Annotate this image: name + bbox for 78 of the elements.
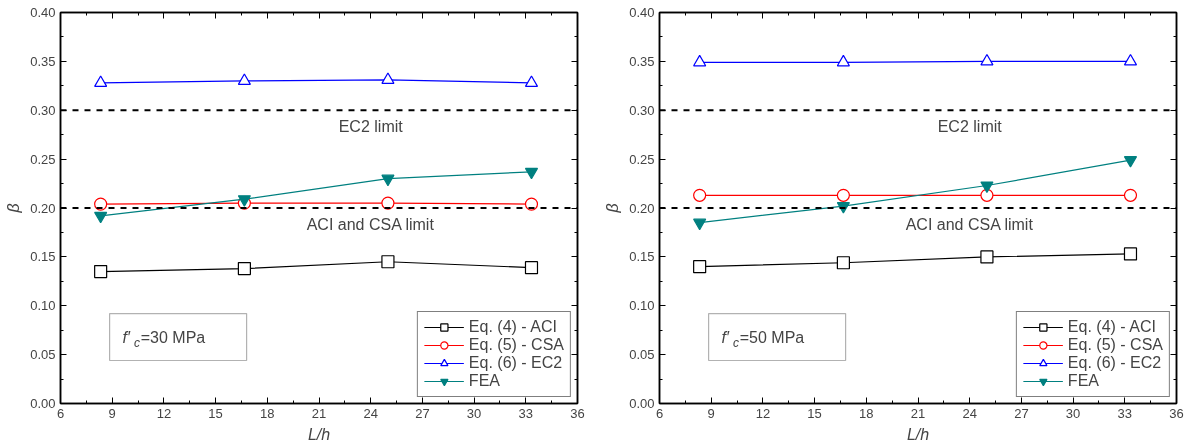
- legend-label: FEA: [1067, 372, 1099, 390]
- point: [237, 262, 251, 276]
- point: [94, 75, 108, 87]
- legend-label: Eq. (5) - CSA: [1067, 336, 1163, 354]
- x-tick-label: 30: [466, 405, 482, 421]
- point: [381, 196, 395, 210]
- legend-label: FEA: [468, 372, 500, 390]
- y-tick-label: 0.00: [629, 396, 655, 411]
- y-axis-title: β: [604, 203, 622, 214]
- x-axis-title: L/h: [307, 425, 331, 443]
- point: [836, 54, 850, 67]
- ref-line-label: ACI and CSA limit: [306, 216, 435, 233]
- y-tick-label: 0.25: [629, 151, 655, 167]
- x-axis-title: L/h: [906, 425, 930, 443]
- y-tick-label: 0.10: [629, 298, 655, 314]
- y-tick-label: 0.10: [30, 298, 56, 314]
- legend-label: Eq. (6) - EC2: [468, 354, 563, 372]
- point: [836, 256, 850, 270]
- x-tick-label: 27: [415, 405, 430, 421]
- point: [980, 250, 994, 264]
- ref-line-label: EC2 limit: [937, 118, 1003, 136]
- point: [980, 53, 994, 66]
- point: [237, 73, 251, 85]
- x-tick-label: 18: [260, 405, 275, 421]
- y-tick-label: 0.15: [30, 249, 56, 265]
- x-tick-label: 18: [859, 405, 874, 421]
- x-tick-label: 36: [1169, 405, 1184, 421]
- y-tick-label: 0.20: [30, 200, 56, 216]
- x-tick-label: 24: [363, 405, 378, 421]
- ref-line-label: EC2 limit: [338, 118, 404, 136]
- y-tick-label: 0.15: [629, 249, 655, 265]
- x-tick-label: 24: [962, 405, 977, 421]
- y-tick-label: 0.35: [30, 53, 56, 69]
- x-tick-label: 9: [108, 405, 116, 421]
- x-tick-label: 15: [807, 405, 822, 421]
- ref-line-label: ACI and CSA limit: [905, 216, 1034, 233]
- y-tick-label: 0.40: [629, 5, 655, 20]
- x-tick-label: 21: [910, 405, 926, 421]
- point: [94, 264, 108, 279]
- x-tick-label: 33: [518, 405, 534, 421]
- x-tick-label: 12: [156, 405, 172, 421]
- point: [1123, 53, 1138, 66]
- x-tick-label: 21: [311, 405, 327, 421]
- y-tick-label: 0.20: [629, 200, 655, 216]
- point: [381, 255, 395, 269]
- legend-label: Eq. (4) - ACI: [1067, 318, 1156, 336]
- legend-label: Eq. (5) - CSA: [468, 336, 564, 354]
- x-tick-label: 6: [655, 405, 664, 421]
- y-tick-label: 0.05: [629, 347, 655, 363]
- point: [693, 188, 707, 202]
- x-tick-label: 30: [1065, 405, 1081, 421]
- point: [94, 211, 108, 224]
- x-tick-label: 36: [570, 405, 585, 421]
- legend-label: Eq. (4) - ACI: [468, 318, 557, 336]
- x-tick-label: 15: [208, 405, 223, 421]
- point: [381, 72, 395, 85]
- legend-label: Eq. (6) - EC2: [1067, 354, 1162, 372]
- point: [1123, 247, 1138, 261]
- x-tick-label: 9: [707, 405, 715, 421]
- x-tick-label: 12: [755, 405, 771, 421]
- y-tick-label: 0.00: [30, 396, 56, 411]
- point: [1123, 188, 1138, 202]
- x-tick-label: 6: [56, 405, 65, 421]
- point: [836, 188, 850, 202]
- point: [693, 54, 707, 67]
- y-tick-label: 0.30: [30, 102, 56, 118]
- x-tick-label: 27: [1014, 405, 1029, 421]
- y-tick-label: 0.25: [30, 151, 56, 167]
- x-tick-label: 33: [1117, 405, 1133, 421]
- point: [693, 260, 707, 274]
- y-tick-label: 0.30: [629, 102, 655, 118]
- y-tick-label: 0.40: [30, 5, 56, 20]
- y-tick-label: 0.05: [30, 347, 56, 363]
- point: [524, 75, 539, 87]
- point: [524, 261, 539, 275]
- y-tick-label: 0.35: [629, 53, 655, 69]
- point: [693, 218, 707, 231]
- y-axis-title: β: [5, 203, 23, 214]
